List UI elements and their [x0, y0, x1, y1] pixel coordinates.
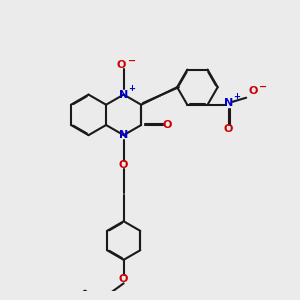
Text: N: N — [119, 130, 128, 140]
Text: N: N — [224, 98, 233, 108]
Text: −: − — [259, 82, 267, 92]
Text: +: + — [128, 84, 135, 93]
Text: O: O — [119, 274, 128, 284]
Text: N: N — [119, 90, 128, 100]
Text: −: − — [128, 56, 136, 65]
Text: +: + — [233, 92, 240, 101]
Text: O: O — [116, 60, 125, 70]
Text: O: O — [163, 120, 172, 130]
Text: O: O — [224, 124, 233, 134]
Text: O: O — [119, 160, 128, 170]
Text: O: O — [249, 86, 258, 96]
